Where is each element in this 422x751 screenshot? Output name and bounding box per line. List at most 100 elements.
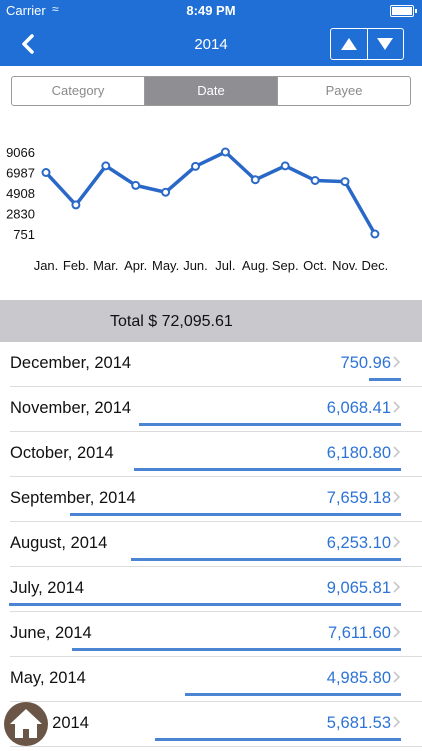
row-separator [10, 431, 422, 432]
row-separator [10, 656, 422, 657]
back-button[interactable] [14, 28, 44, 60]
y-tick-label: 2830 [6, 206, 35, 221]
x-tick-label: Dec. [362, 258, 389, 273]
grouping-segmented-control: Category Date Payee [11, 76, 411, 106]
chevron-right-icon [393, 536, 401, 548]
segment-category[interactable]: Category [51, 83, 105, 98]
row-separator [10, 566, 422, 567]
month-row[interactable]: October, 2014 6,180.80 [0, 432, 422, 477]
triangle-down-icon [377, 38, 394, 50]
x-tick-label: Sep. [272, 258, 299, 273]
x-tick-label: Jul. [215, 258, 235, 273]
previous-period-button[interactable] [331, 29, 367, 59]
x-tick-label: Feb. [63, 258, 89, 273]
total-label: Total $ 72,095.61 [110, 313, 233, 330]
month-row[interactable]: May, 2014 4,985.80 [0, 657, 422, 702]
y-tick-label: 6987 [6, 166, 35, 181]
next-period-button[interactable] [366, 29, 404, 59]
month-amount: 750.96 [340, 354, 391, 372]
row-separator [10, 386, 422, 387]
amount-bar [369, 378, 401, 381]
triangle-up-icon [340, 38, 357, 50]
data-point[interactable] [280, 161, 290, 171]
month-label: September, 2014 [10, 489, 136, 507]
series-line [44, 150, 377, 235]
row-separator [10, 701, 422, 702]
monthly-line-chart: 9066 6987 4908 2830 751 Jan. Feb. Mar. Apr. May. J… [6, 145, 389, 273]
chevron-right-icon [393, 491, 401, 503]
amount-bar [134, 468, 401, 471]
month-row[interactable]: September, 2014 7,659.18 [0, 477, 422, 522]
month-label: May, 2014 [10, 669, 86, 687]
month-label: July, 2014 [10, 579, 84, 597]
amount-bar [131, 558, 401, 561]
amount-bar [9, 603, 401, 606]
chevron-right-icon [393, 356, 401, 368]
status-bar: Carrier ≈ 8:49 PM [0, 0, 422, 22]
data-point[interactable] [131, 180, 141, 190]
data-point[interactable] [250, 175, 260, 185]
month-row[interactable]: June, 2014 7,611.60 [0, 612, 422, 657]
x-tick-label: Jan. [34, 258, 59, 273]
data-point[interactable] [101, 161, 111, 171]
data-point[interactable] [191, 161, 200, 171]
data-point[interactable] [41, 168, 51, 178]
month-amount: 5,681.53 [326, 714, 391, 732]
home-button[interactable] [4, 702, 48, 746]
month-amount: 6,253.10 [326, 534, 391, 552]
amount-bar [139, 423, 401, 426]
y-tick-label: 751 [13, 227, 35, 242]
x-tick-label: Jun. [183, 258, 208, 273]
month-label: October, 2014 [10, 444, 114, 462]
amount-bar [185, 693, 401, 696]
amount-bar [155, 738, 401, 741]
x-tick-label: May. [152, 258, 179, 273]
data-point[interactable] [370, 229, 380, 239]
period-stepper [330, 28, 404, 60]
amount-bar [70, 513, 401, 516]
chevron-right-icon [393, 671, 401, 683]
data-point[interactable] [220, 147, 230, 157]
y-tick-label: 9066 [6, 145, 35, 160]
segment-payee[interactable]: Payee [277, 77, 410, 105]
x-tick-label: Mar. [93, 258, 118, 273]
row-separator [10, 476, 422, 477]
row-separator [10, 521, 422, 522]
amount-bar [72, 648, 401, 651]
month-row[interactable]: August, 2014 6,253.10 [0, 522, 422, 567]
total-bar: Total $ 72,095.61 [0, 300, 422, 342]
month-amount: 6,180.80 [326, 444, 391, 462]
chevron-right-icon [393, 581, 401, 593]
month-row[interactable]: December, 2014 750.96 [0, 342, 422, 387]
data-point[interactable] [340, 177, 350, 187]
month-row[interactable]: November, 2014 6,068.41 [0, 387, 422, 432]
data-point[interactable] [161, 187, 171, 197]
nav-bar: 2014 [0, 22, 422, 66]
wifi-icon: ≈ [52, 2, 59, 16]
nav-title: 2014 [194, 36, 228, 53]
carrier-label: Carrier [6, 3, 46, 18]
month-row[interactable]: April, 2014 5,681.53 [0, 702, 422, 747]
chevron-left-icon [22, 34, 34, 54]
month-amount: 7,611.60 [327, 624, 391, 642]
x-tick-label: Apr. [124, 258, 147, 273]
chevron-right-icon [393, 716, 401, 728]
month-label: December, 2014 [10, 354, 132, 372]
chevron-right-icon [393, 446, 401, 458]
month-label: August, 2014 [10, 534, 108, 552]
month-list: December, 2014 750.96 November, 2014 6,068.… [0, 342, 422, 747]
data-point[interactable] [71, 200, 81, 210]
clock-label: 8:49 PM [186, 3, 236, 18]
month-amount: 6,068.41 [326, 399, 391, 417]
chevron-right-icon [393, 401, 401, 413]
month-label: November, 2014 [10, 399, 132, 417]
home-icon [10, 709, 42, 738]
row-separator [10, 611, 422, 612]
battery-icon [390, 5, 417, 17]
segment-date[interactable]: Date [144, 77, 277, 105]
data-point[interactable] [310, 175, 320, 185]
y-tick-label: 4908 [6, 186, 35, 201]
month-row[interactable]: July, 2014 9,065.81 [0, 567, 422, 612]
x-tick-label: Oct. [303, 258, 327, 273]
month-amount: 4,985.80 [326, 669, 391, 687]
